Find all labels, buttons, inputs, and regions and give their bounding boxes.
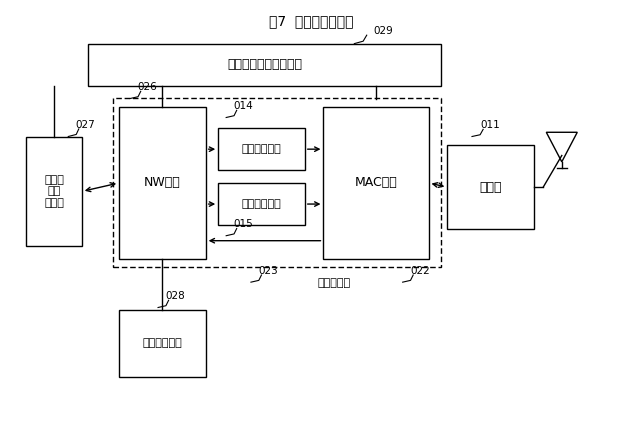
Text: イベントスケジューラ: イベントスケジューラ — [227, 58, 302, 71]
Text: 送受信: 送受信 — [480, 181, 502, 194]
Text: 通信制御部: 通信制御部 — [317, 278, 350, 289]
Text: 図7  基地局の構成例: 図7 基地局の構成例 — [269, 14, 353, 28]
Text: 028: 028 — [165, 291, 185, 301]
Text: 022: 022 — [410, 266, 430, 276]
Bar — [218, 128, 305, 170]
Text: 029: 029 — [373, 26, 392, 36]
Text: NW制御: NW制御 — [144, 176, 181, 190]
Bar — [26, 136, 82, 246]
Bar — [88, 44, 441, 86]
Text: 023: 023 — [258, 266, 278, 276]
Text: アプリ
ケー
ション: アプリ ケー ション — [44, 175, 64, 208]
Bar — [218, 183, 305, 225]
Bar — [119, 309, 206, 377]
Text: リソース管理: リソース管理 — [142, 338, 182, 348]
Text: 下りバッファ: 下りバッファ — [241, 199, 281, 209]
Text: 011: 011 — [480, 120, 500, 130]
Text: 027: 027 — [76, 120, 95, 130]
Text: 015: 015 — [234, 219, 253, 229]
Text: MAC制御: MAC制御 — [355, 176, 397, 190]
Bar — [323, 107, 429, 259]
Text: 上りバッファ: 上りバッファ — [241, 144, 281, 154]
Bar — [113, 99, 441, 267]
Bar — [119, 107, 206, 259]
Text: 014: 014 — [234, 101, 253, 111]
Bar — [447, 145, 534, 230]
Text: 026: 026 — [137, 82, 157, 92]
